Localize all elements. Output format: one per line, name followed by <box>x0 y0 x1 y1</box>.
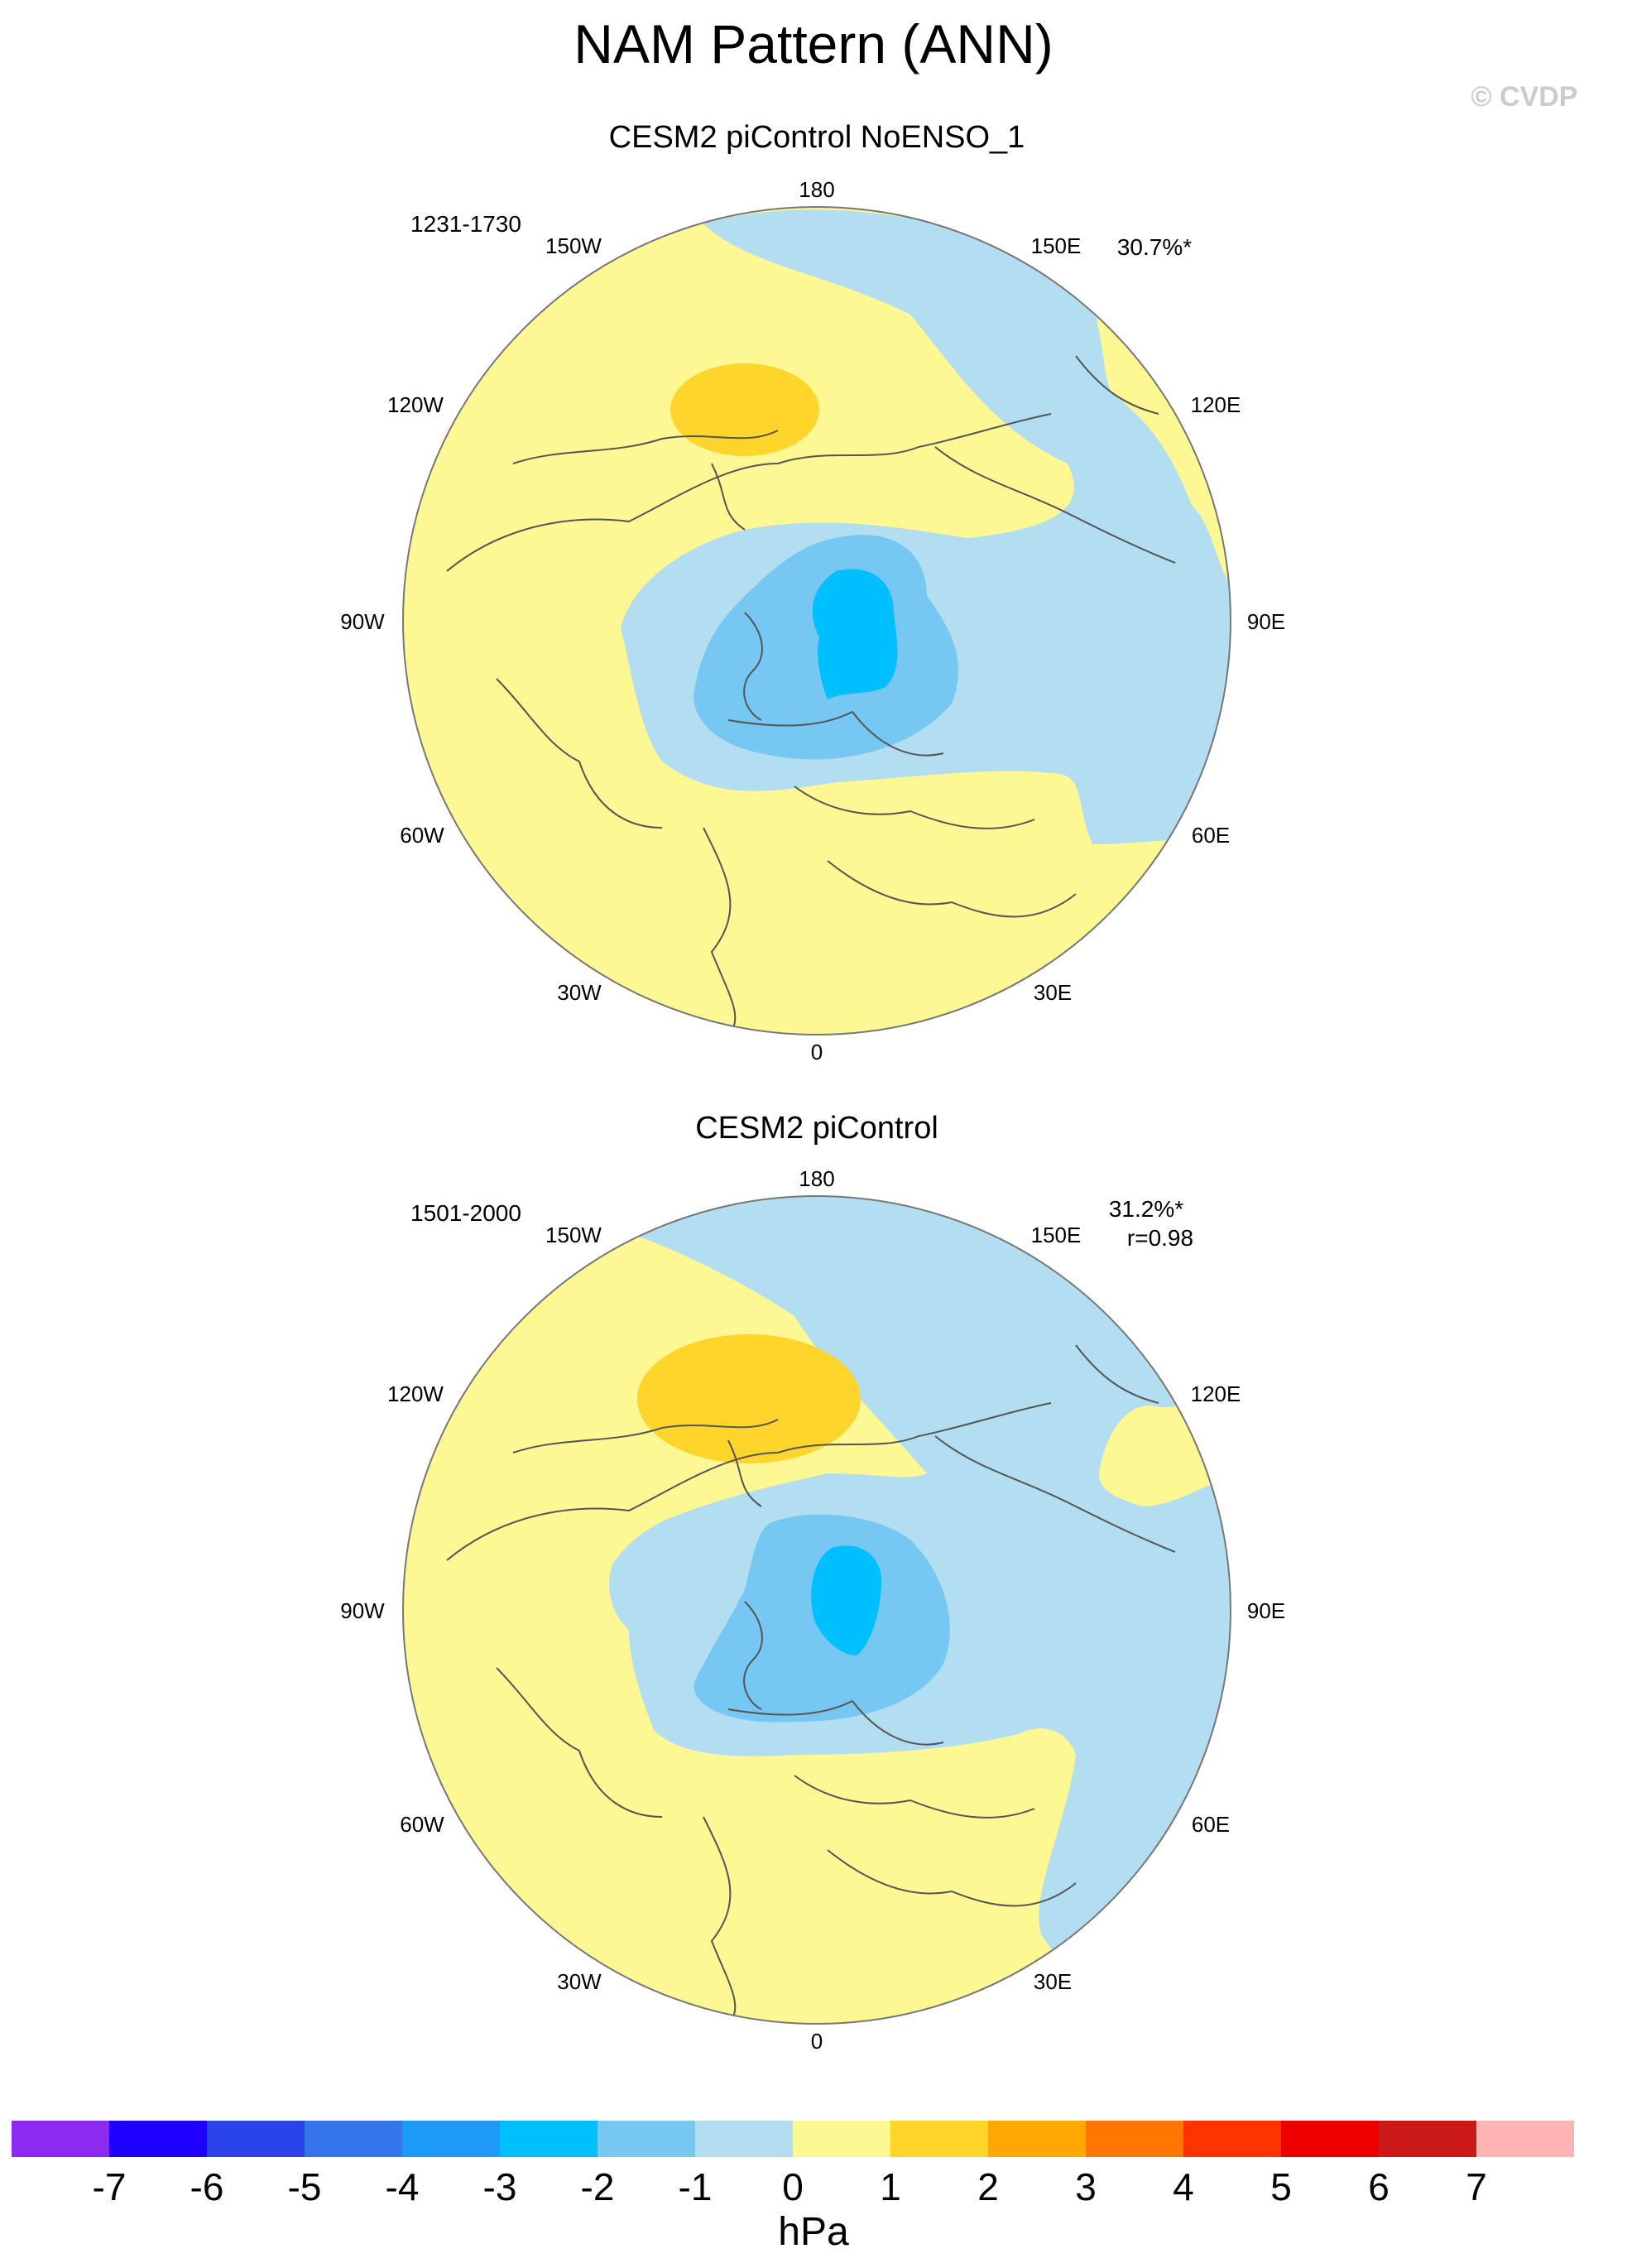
colorbar-unit: hPa <box>778 2210 849 2254</box>
watermark: © CVDP <box>1471 81 1578 113</box>
map-1-border <box>402 206 1231 1035</box>
lon-label-90e: 90E <box>1247 609 1285 634</box>
colorbar-swatch <box>402 2121 500 2157</box>
colorbar-tick-label: 3 <box>1075 2165 1097 2208</box>
colorbar-tick-label: -1 <box>679 2165 713 2208</box>
colorbar-tick-label: 2 <box>977 2165 999 2208</box>
lon-label-0: 0 <box>811 2029 823 2054</box>
colorbar-swatch <box>1476 2121 1574 2157</box>
lon-label-150w: 150W <box>545 1223 602 1247</box>
colorbar-tick-label: 0 <box>782 2165 804 2208</box>
lon-label-30w: 30W <box>557 1969 602 1994</box>
map-2-border <box>402 1195 1231 2025</box>
lon-label-180: 180 <box>799 1166 834 1191</box>
panel-2-variance: 31.2%* <box>1109 1196 1183 1222</box>
map-2-contour-pos1 <box>637 1334 861 1463</box>
colorbar-swatch <box>890 2121 988 2157</box>
colorbar-swatch <box>988 2121 1086 2157</box>
lon-label-120e: 120E <box>1191 392 1241 417</box>
map-1-coastlines <box>446 355 1176 1035</box>
lon-label-150e: 150E <box>1031 233 1082 258</box>
panel-2-years: 1501-2000 <box>410 1200 521 1226</box>
lon-label-30e: 30E <box>1034 1969 1072 1994</box>
colorbar-swatch <box>1183 2121 1281 2157</box>
colorbar-tick-label: 6 <box>1368 2165 1389 2208</box>
colorbar-tick-label: -2 <box>581 2165 615 2208</box>
panel-1: CESM2 piControl NoENSO_1 1231-1730 30.7%… <box>340 120 1285 1064</box>
colorbar-swatch <box>598 2121 695 2157</box>
colorbar-swatch <box>1086 2121 1183 2157</box>
lon-label-30e: 30E <box>1034 980 1072 1005</box>
polar-map-2 <box>403 1196 1231 2024</box>
map-2-coastlines <box>446 1344 1176 2024</box>
colorbar-tick-label: 5 <box>1270 2165 1292 2208</box>
lon-label-90w: 90W <box>340 1598 385 1623</box>
colorbar-tick-label: -5 <box>288 2165 322 2208</box>
lon-label-120w: 120W <box>387 392 444 417</box>
panel-1-variance: 30.7%* <box>1117 234 1192 260</box>
panel-1-title: CESM2 piControl NoENSO_1 <box>609 120 1025 155</box>
lon-label-0: 0 <box>811 1040 823 1064</box>
lon-label-150e: 150E <box>1031 1223 1082 1247</box>
map-1-contour-pos1 <box>670 363 819 456</box>
lon-label-120w: 120W <box>387 1381 444 1406</box>
colorbar: -7 -6 -5 -4 -3 -2 -1 0 1 2 3 4 5 6 7 <box>12 2121 1574 2208</box>
colorbar-tick-label: -4 <box>386 2165 420 2208</box>
colorbar-tick-label: -3 <box>483 2165 517 2208</box>
colorbar-tick-label: -6 <box>190 2165 224 2208</box>
panel-1-years: 1231-1730 <box>410 211 521 237</box>
colorbar-swatch <box>1281 2121 1379 2157</box>
colorbar-swatch <box>12 2121 109 2157</box>
colorbar-swatch <box>500 2121 598 2157</box>
lon-label-180: 180 <box>799 177 834 202</box>
colorbar-swatch <box>207 2121 305 2157</box>
colorbar-swatch <box>793 2121 890 2157</box>
lon-label-60e: 60E <box>1192 823 1230 848</box>
map-1-contour-neg3 <box>812 569 898 699</box>
lon-label-90w: 90W <box>340 609 385 634</box>
map-2-contour-neg3 <box>811 1545 881 1655</box>
colorbar-swatch <box>695 2121 793 2157</box>
polar-map-1 <box>403 207 1231 1035</box>
lon-label-120e: 120E <box>1191 1381 1241 1406</box>
colorbar-swatch <box>1379 2121 1476 2157</box>
colorbar-tick-label: 7 <box>1466 2165 1487 2208</box>
panel-2-title: CESM2 piControl <box>695 1111 938 1146</box>
lon-label-60w: 60W <box>400 1812 444 1837</box>
lon-label-60e: 60E <box>1192 1812 1230 1837</box>
panel-2: CESM2 piControl 1501-2000 31.2%* r=0.98 <box>340 1111 1285 2054</box>
colorbar-tick-label: -7 <box>93 2165 127 2208</box>
lon-label-90e: 90E <box>1247 1598 1285 1623</box>
colorbar-tick-label: 4 <box>1173 2165 1194 2208</box>
lon-label-60w: 60W <box>400 823 444 848</box>
colorbar-swatch <box>109 2121 207 2157</box>
panel-2-correlation: r=0.98 <box>1127 1225 1193 1251</box>
colorbar-tick-label: 1 <box>880 2165 901 2208</box>
figure-title: NAM Pattern (ANN) <box>574 13 1053 74</box>
lon-label-150w: 150W <box>545 233 602 258</box>
lon-label-30w: 30W <box>557 980 602 1005</box>
colorbar-swatch <box>305 2121 402 2157</box>
